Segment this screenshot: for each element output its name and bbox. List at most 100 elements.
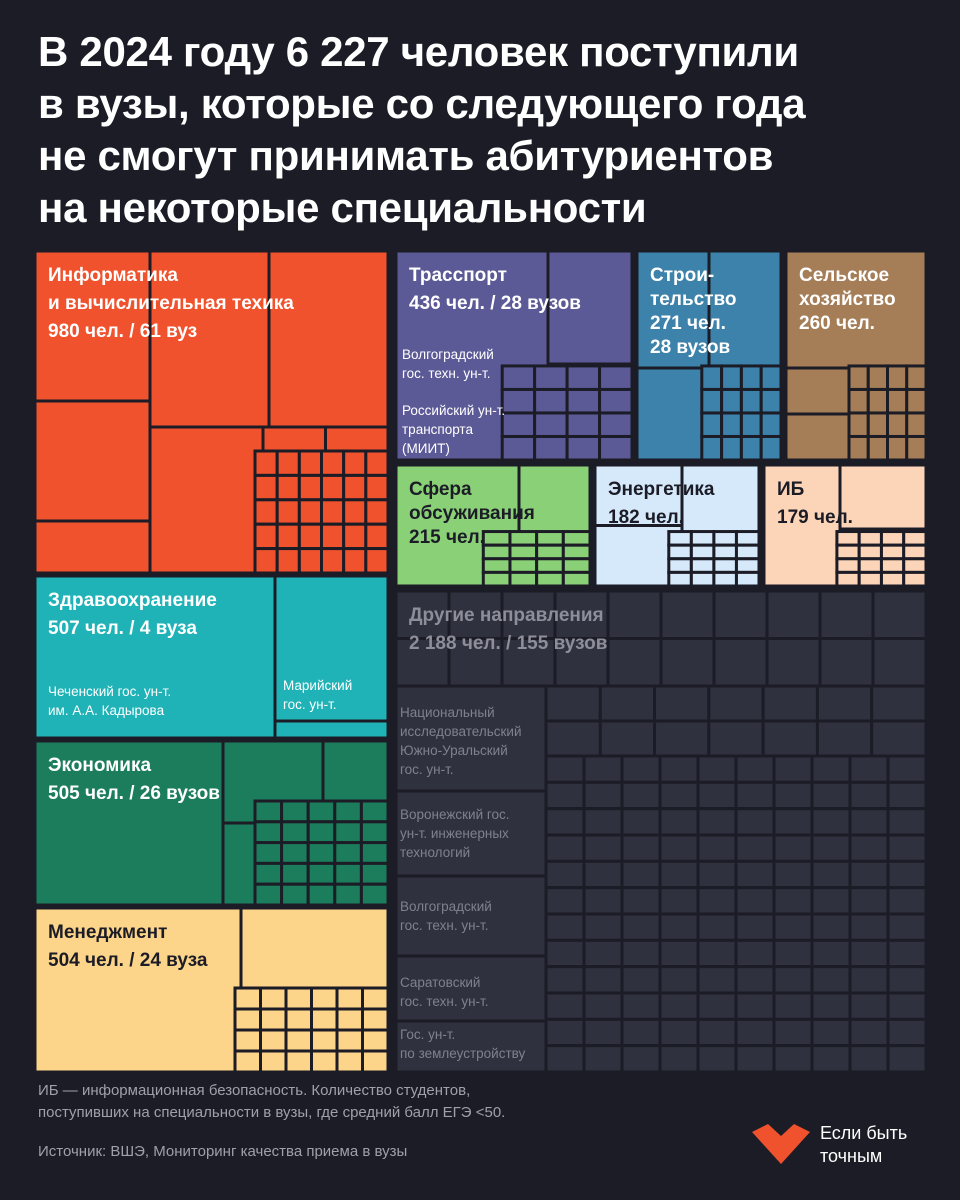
category-label: Экономика bbox=[48, 755, 151, 776]
university-cell bbox=[712, 530, 738, 547]
university-cell bbox=[606, 589, 663, 640]
category-label: Энергетика bbox=[608, 479, 715, 500]
university-label: гос. техн. ун-т. bbox=[402, 366, 490, 381]
category-label: Здравоохранение bbox=[48, 590, 217, 611]
university-cell bbox=[689, 543, 716, 561]
university-cell bbox=[810, 912, 852, 942]
university-cell bbox=[320, 449, 346, 477]
university-cell bbox=[734, 754, 776, 784]
university-cell bbox=[680, 463, 761, 537]
university-cell bbox=[857, 557, 883, 574]
university-cell bbox=[361, 986, 390, 1011]
university-cell bbox=[653, 719, 711, 758]
university-cell bbox=[810, 780, 852, 811]
university-cell bbox=[500, 637, 557, 688]
university-cell bbox=[658, 912, 700, 942]
university-cell bbox=[734, 886, 776, 916]
university-cell bbox=[720, 411, 743, 438]
category-block: Трасспорт 436 чел. / 28 вузов Волгоградски… bbox=[394, 249, 634, 462]
university-cell bbox=[582, 1017, 624, 1048]
university-cell bbox=[582, 886, 624, 916]
university-cell bbox=[500, 387, 537, 415]
university-cell bbox=[275, 547, 301, 575]
university-cell bbox=[653, 684, 711, 723]
university-cell bbox=[696, 1044, 738, 1074]
category-label: Другие направления bbox=[409, 605, 604, 626]
university-cell bbox=[253, 861, 284, 886]
source-text: Источник: ВШЭ, Мониторинг качества прием… bbox=[38, 1143, 408, 1160]
university-cell bbox=[361, 1049, 390, 1074]
university-cell bbox=[259, 986, 288, 1011]
category-label: и вычислительная техика bbox=[48, 293, 294, 314]
university-cell bbox=[848, 754, 890, 784]
university-cell bbox=[620, 833, 662, 863]
university-cell bbox=[734, 912, 776, 942]
university-cell bbox=[533, 434, 569, 462]
university-label: Чеченский гос. ун-т. bbox=[48, 684, 171, 699]
university-cell bbox=[335, 986, 364, 1011]
university-cell bbox=[297, 449, 324, 477]
university-cell bbox=[835, 557, 861, 574]
university-cell bbox=[810, 965, 852, 995]
university-cell bbox=[847, 364, 870, 391]
university-cell bbox=[818, 637, 875, 688]
university-cell bbox=[886, 807, 928, 837]
university-cell bbox=[620, 886, 662, 916]
university-cell bbox=[886, 754, 928, 784]
university-cell bbox=[544, 754, 586, 784]
university-cell bbox=[848, 780, 890, 811]
category-label: 980 чел. / 61 вуз bbox=[48, 321, 197, 342]
university-cell bbox=[306, 861, 337, 886]
university-cell bbox=[297, 547, 324, 575]
university-label: Воронежский гос. bbox=[400, 807, 510, 822]
university-cell bbox=[700, 364, 724, 391]
university-cell bbox=[500, 364, 537, 391]
university-cell bbox=[546, 249, 634, 366]
university-cell bbox=[902, 543, 928, 561]
university-cell bbox=[342, 473, 368, 502]
university-cell bbox=[772, 807, 814, 837]
category-block: Энергетика 182 чел. bbox=[593, 463, 761, 588]
university-cell bbox=[700, 411, 724, 438]
university-cell bbox=[481, 557, 512, 574]
university-cell bbox=[598, 719, 657, 758]
university-cell bbox=[765, 589, 822, 640]
university-cell bbox=[689, 557, 716, 574]
university-cell bbox=[772, 938, 814, 969]
university-cell bbox=[233, 1007, 262, 1032]
university-cell bbox=[886, 912, 928, 942]
university-cell bbox=[598, 434, 634, 462]
university-cell bbox=[658, 1017, 700, 1048]
university-cell bbox=[333, 799, 363, 824]
university-cell bbox=[838, 463, 928, 531]
university-cell bbox=[847, 434, 870, 462]
university-cell bbox=[696, 807, 738, 837]
university-label: Волгоградский bbox=[400, 899, 492, 914]
category-label: 215 чел. bbox=[409, 527, 485, 548]
university-cell bbox=[565, 434, 602, 462]
university-cell bbox=[481, 570, 512, 588]
university-cell bbox=[696, 859, 738, 890]
university-cell bbox=[712, 557, 738, 574]
university-cell bbox=[835, 543, 861, 561]
category-block: Экономика 505 чел. / 26 вузов bbox=[33, 739, 390, 907]
university-cell bbox=[582, 1044, 624, 1074]
university-cell bbox=[310, 1007, 339, 1032]
university-cell bbox=[696, 1017, 738, 1048]
university-cell bbox=[297, 498, 324, 526]
university-cell bbox=[879, 530, 906, 547]
university-cell bbox=[253, 841, 284, 865]
category-label: Строи- bbox=[650, 265, 714, 286]
university-cell bbox=[761, 684, 819, 723]
university-cell bbox=[857, 530, 883, 547]
university-cell bbox=[810, 938, 852, 969]
university-cell bbox=[734, 557, 761, 574]
university-label: Гос. ун-т. bbox=[400, 1027, 455, 1042]
university-cell bbox=[879, 543, 906, 561]
category-label: 28 вузов bbox=[650, 337, 730, 358]
university-cell bbox=[535, 543, 565, 561]
university-cell bbox=[848, 1044, 890, 1074]
university-cell bbox=[544, 684, 602, 723]
university-cell bbox=[734, 833, 776, 863]
university-cell bbox=[342, 449, 368, 477]
